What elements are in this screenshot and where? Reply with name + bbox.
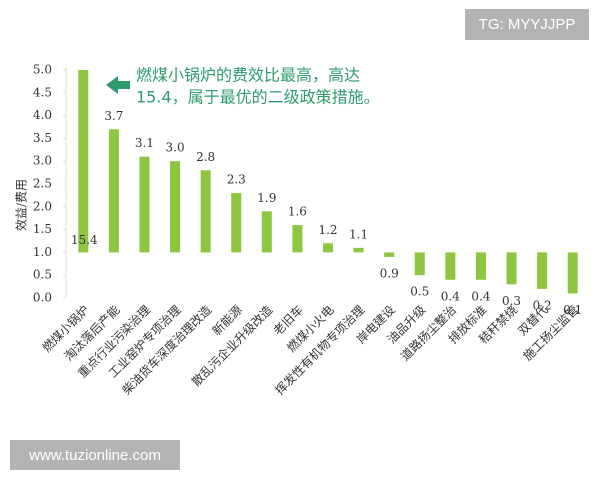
bar	[231, 193, 242, 253]
value-label: 3.1	[135, 136, 154, 150]
bar	[475, 252, 486, 280]
y-tick-label: 1.5	[33, 222, 52, 236]
arrow	[106, 76, 130, 94]
value-label: 0.5	[410, 285, 429, 299]
value-label: 1.6	[288, 205, 307, 219]
y-tick-label: 3.5	[33, 131, 52, 145]
value-label: 0.4	[441, 289, 460, 303]
watermark: TG: MYYJJPP	[479, 16, 576, 33]
value-label: 1.9	[257, 191, 276, 205]
annotation: 15.4，属于最优的二级政策措施。	[136, 88, 380, 107]
y-tick-label: 2.5	[33, 177, 52, 191]
value-label: 1.1	[349, 227, 368, 241]
y-tick-label: 2.0	[33, 199, 52, 213]
value-label: 0.3	[502, 294, 521, 308]
bar	[261, 211, 272, 253]
plot	[78, 70, 578, 294]
value-label: 3.0	[166, 141, 185, 155]
bar	[78, 70, 89, 253]
value-label: 0.2	[533, 298, 552, 312]
bar	[170, 161, 181, 253]
bar	[353, 247, 364, 253]
y-tick-label: 0.5	[33, 268, 52, 282]
y-axis-title: 效益/费用	[14, 179, 29, 231]
y-tick-label: 4.0	[33, 108, 52, 122]
value-label: 3.7	[104, 109, 123, 123]
watermark-box	[10, 440, 180, 470]
y-tick-label: 5.0	[33, 63, 52, 77]
bar	[292, 225, 303, 253]
bar	[200, 170, 211, 253]
y-tick-label: 3.0	[33, 154, 52, 168]
watermark: www.tuzionline.com	[28, 447, 161, 464]
watermark-box	[465, 9, 589, 40]
value-label: 2.8	[196, 150, 215, 164]
bar	[384, 252, 395, 257]
y-tick-label: 1.0	[33, 245, 52, 259]
value-label: 0.1	[563, 303, 582, 317]
bar	[567, 252, 578, 294]
value-label: 0.4	[471, 289, 490, 303]
bar	[414, 252, 425, 276]
bar	[506, 252, 517, 285]
bar	[537, 252, 548, 289]
bar	[323, 243, 333, 253]
bar	[445, 252, 456, 280]
bar	[139, 156, 150, 253]
bar	[108, 129, 119, 253]
value-label: 1.2	[318, 223, 337, 237]
value-label: 2.3	[227, 173, 246, 187]
y-tick-label: 0.0	[33, 291, 52, 305]
value-label: 15.4	[71, 233, 98, 247]
annotation: 燃煤小锅炉的费效比最高，高达	[136, 66, 360, 85]
y-tick-label: 4.5	[33, 85, 52, 99]
value-label: 0.9	[380, 266, 399, 280]
